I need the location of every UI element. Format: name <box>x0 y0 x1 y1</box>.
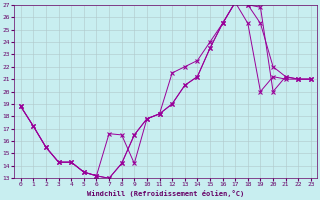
X-axis label: Windchill (Refroidissement éolien,°C): Windchill (Refroidissement éolien,°C) <box>87 190 244 197</box>
